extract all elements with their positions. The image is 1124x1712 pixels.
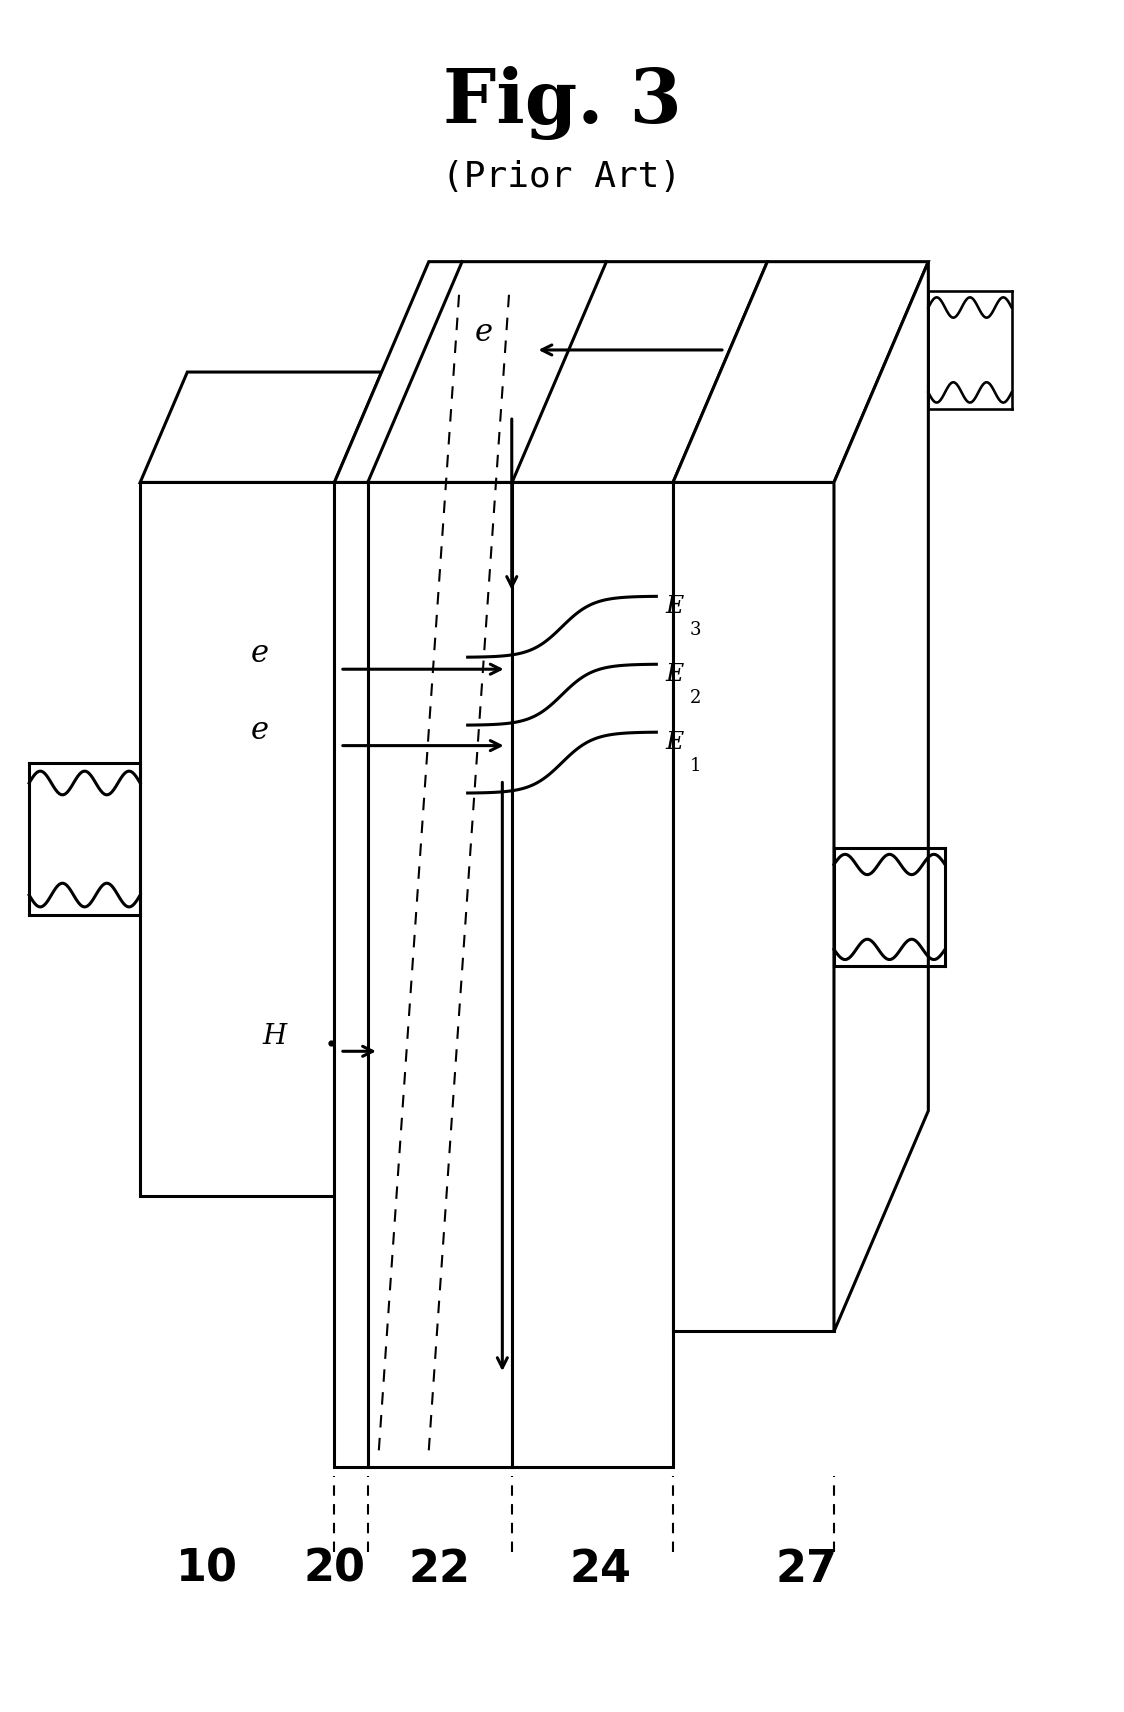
Text: 22: 22 <box>409 1548 471 1590</box>
Polygon shape <box>513 483 673 1467</box>
Text: 2: 2 <box>690 690 701 707</box>
Text: E: E <box>665 663 683 687</box>
Text: 20: 20 <box>303 1548 365 1590</box>
Text: 24: 24 <box>570 1548 632 1590</box>
Text: 3: 3 <box>690 621 701 639</box>
Text: e: e <box>251 639 269 669</box>
Polygon shape <box>673 483 834 1332</box>
Text: 1: 1 <box>690 757 701 776</box>
Polygon shape <box>335 262 768 483</box>
Polygon shape <box>834 262 928 1332</box>
Polygon shape <box>335 483 368 1467</box>
Text: e: e <box>251 716 269 746</box>
Text: e: e <box>474 317 492 349</box>
Text: (Prior Art): (Prior Art) <box>443 159 681 193</box>
Text: 10: 10 <box>175 1548 238 1590</box>
Text: Fig. 3: Fig. 3 <box>443 67 681 140</box>
Polygon shape <box>140 483 335 1195</box>
Text: E: E <box>665 596 683 618</box>
Text: H: H <box>262 1024 287 1051</box>
Text: 27: 27 <box>776 1548 837 1590</box>
Polygon shape <box>673 262 928 483</box>
Polygon shape <box>140 372 382 483</box>
Polygon shape <box>368 483 513 1467</box>
Text: E: E <box>665 731 683 753</box>
